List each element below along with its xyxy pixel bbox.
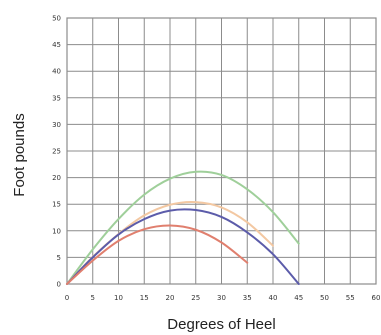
y-tick-label: 20 xyxy=(52,174,61,182)
y-tick-label: 10 xyxy=(52,227,61,235)
x-tick-label: 20 xyxy=(166,294,175,302)
x-tick-label: 0 xyxy=(65,294,69,302)
x-tick-label: 60 xyxy=(372,294,381,302)
y-tick-label: 5 xyxy=(57,254,61,262)
series-line-4 xyxy=(66,224,249,285)
y-tick-label: 15 xyxy=(52,201,61,209)
y-tick-label: 35 xyxy=(52,94,61,102)
x-axis-label: Degrees of Heel xyxy=(167,316,275,333)
y-tick-labels: 0 5 10 15 20 25 30 35 40 45 50 xyxy=(52,15,61,289)
y-tick-label: 25 xyxy=(52,148,61,156)
x-tick-label: 30 xyxy=(217,294,226,302)
x-tick-labels: 0 5 10 15 20 25 30 35 40 45 50 55 60 xyxy=(65,294,381,302)
grid-lines xyxy=(66,17,377,285)
x-tick-label: 25 xyxy=(191,294,200,302)
x-tick-label: 10 xyxy=(114,294,123,302)
x-tick-label: 40 xyxy=(269,294,278,302)
series-lines xyxy=(66,170,300,285)
x-tick-label: 45 xyxy=(294,294,303,302)
y-tick-label: 0 xyxy=(57,281,61,289)
y-axis-label: Foot pounds xyxy=(11,113,28,196)
x-tick-label: 15 xyxy=(140,294,149,302)
x-tick-label: 50 xyxy=(320,294,329,302)
y-tick-label: 40 xyxy=(52,68,61,76)
y-tick-label: 50 xyxy=(52,15,61,23)
series-line-1 xyxy=(66,170,300,285)
y-tick-label: 45 xyxy=(52,41,61,49)
x-tick-label: 5 xyxy=(91,294,95,302)
x-tick-label: 55 xyxy=(346,294,355,302)
y-tick-label: 30 xyxy=(52,121,61,129)
x-tick-label: 35 xyxy=(243,294,252,302)
series-line-3 xyxy=(66,208,300,285)
